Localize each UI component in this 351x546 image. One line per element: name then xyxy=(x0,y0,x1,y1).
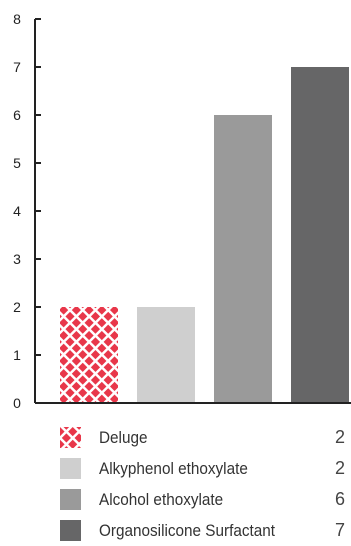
y-tick-label: 2 xyxy=(13,299,21,315)
legend: Deluge 2 Alkyphenol ethoxylate 2 Alcohol… xyxy=(60,422,345,546)
bar-deluge xyxy=(60,307,118,403)
y-tick-label: 7 xyxy=(13,59,21,75)
y-tick-label: 3 xyxy=(13,251,21,267)
legend-swatch-alcohol-ethoxylate xyxy=(60,489,81,510)
legend-value: 2 xyxy=(334,427,345,447)
legend-label: Alkyphenol ethoxylate xyxy=(99,458,248,478)
bar-organosilicone-surfactant xyxy=(291,67,349,403)
legend-label: Deluge xyxy=(99,427,148,447)
legend-item-deluge: Deluge 2 xyxy=(60,422,345,453)
legend-item-organosilicone-surfactant: Organosilicone Surfactant 7 xyxy=(60,515,345,546)
legend-item-alcohol-ethoxylate: Alcohol ethoxylate 6 xyxy=(60,484,345,515)
y-tick-label: 0 xyxy=(13,395,21,411)
legend-value: 2 xyxy=(334,458,345,478)
legend-swatch-organosilicone-surfactant xyxy=(60,520,81,541)
bar-chart: 0 1 2 3 4 5 6 7 8 xyxy=(13,11,351,411)
y-tick-label: 8 xyxy=(13,11,21,27)
bars xyxy=(60,67,349,403)
legend-value: 7 xyxy=(334,520,345,540)
y-axis: 0 1 2 3 4 5 6 7 8 xyxy=(13,11,41,411)
bar-alkyphenol-ethoxylate xyxy=(137,307,195,403)
bar-alcohol-ethoxylate xyxy=(214,115,272,403)
legend-label: Alcohol ethoxylate xyxy=(99,489,224,509)
legend-value: 6 xyxy=(334,489,345,509)
legend-swatch-alkyphenol-ethoxylate xyxy=(60,458,81,479)
legend-swatch-deluge xyxy=(60,427,81,448)
y-tick-label: 6 xyxy=(13,107,21,123)
legend-label: Organosilicone Surfactant xyxy=(99,520,276,540)
y-tick-label: 4 xyxy=(13,203,21,219)
y-tick-label: 5 xyxy=(13,155,21,171)
legend-item-alkyphenol-ethoxylate: Alkyphenol ethoxylate 2 xyxy=(60,453,345,484)
y-tick-label: 1 xyxy=(13,347,21,363)
